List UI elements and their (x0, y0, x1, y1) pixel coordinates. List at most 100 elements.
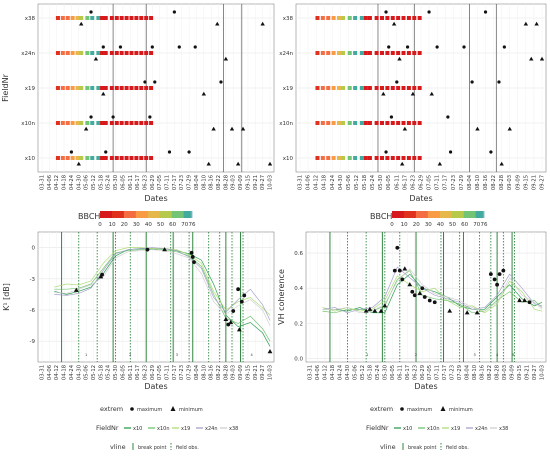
bbch-color-step (120, 211, 122, 218)
x-tick-label: 09-09 (515, 175, 521, 190)
bbch-square (90, 86, 95, 90)
bbch-color-step (397, 211, 400, 218)
bbch-color-step (135, 211, 138, 218)
bbch-color-step (189, 211, 192, 218)
bbch-square (326, 121, 331, 125)
minimum-point (499, 161, 504, 166)
bbch-color-step (129, 211, 132, 218)
bbch-square (129, 156, 134, 160)
x-tick-label: 05-24 (375, 364, 381, 380)
bbch-square (406, 51, 411, 55)
maximum-point (143, 80, 147, 84)
maximum-point (495, 282, 499, 287)
bbch-color-step (415, 211, 418, 218)
bbch-tick-label: 76 (189, 222, 196, 228)
minimum-point (382, 303, 388, 308)
x-tick-label: 07-29 (187, 175, 193, 190)
minimum-point (235, 161, 241, 166)
bbch-square (380, 121, 385, 125)
bbch-square (320, 121, 325, 125)
bbch-tick-label: 50 (449, 222, 456, 228)
x-axis-label: Dates (144, 382, 167, 391)
minimum-point (73, 287, 79, 292)
minimum-point (391, 21, 397, 26)
bbch-square (75, 86, 80, 90)
x-tick-label: 06-17 (135, 175, 141, 190)
bbch-square (114, 156, 119, 160)
bbch-color-step (430, 211, 432, 218)
bbch-square (103, 51, 108, 55)
bbch-color-step (139, 211, 142, 218)
bbch-color-step (156, 211, 158, 218)
bbch-color-step (160, 211, 163, 218)
bbch-color-step (186, 211, 188, 218)
bbch-tick-label: 70 (473, 222, 480, 228)
bbch-color-step (175, 211, 177, 218)
bbch-square (390, 86, 395, 90)
bbch-square (79, 16, 84, 20)
bbch-tick-label: 70 (181, 222, 188, 228)
bbch-square (90, 16, 95, 20)
bbch-square (331, 16, 336, 20)
bbch-color-step (444, 211, 447, 218)
fieldnr-legend-label: x38 (229, 426, 238, 432)
bbch-square (406, 121, 411, 125)
bbch-square (412, 121, 417, 125)
y-tick-label: 0.0 (294, 356, 303, 362)
vline-legend: vline break point field obs. (110, 443, 199, 451)
bbch-color-step (440, 211, 443, 218)
minimum-point (474, 310, 480, 315)
bbch-square (401, 51, 406, 55)
x-tick-label: 06-29 (420, 365, 426, 380)
x-tick-label: 06-17 (402, 175, 408, 190)
bbch-square (341, 16, 346, 20)
bbch-color-step (470, 211, 473, 218)
bbch-color-step (412, 211, 414, 218)
bbch-square (374, 121, 379, 125)
x-tick-label: 04-18 (330, 365, 336, 380)
bbch-color-step (392, 211, 394, 218)
vline-number: 3 (474, 353, 476, 357)
bbch-square (347, 51, 352, 55)
vline-number: 3 (176, 353, 178, 357)
maximum-point (497, 80, 501, 84)
bbch-square (406, 16, 411, 20)
maximum-point (172, 10, 176, 14)
bbch-square (412, 156, 417, 160)
bbch-square (401, 156, 406, 160)
bbch-color-step (411, 211, 413, 218)
bbch-square (331, 86, 336, 90)
y-tick-label: x38 (25, 16, 36, 22)
fieldnr-legend-title: FieldNr (96, 424, 119, 432)
bbch-square (85, 121, 90, 125)
bbch-color-step (401, 211, 404, 218)
x-tick-label: 09-27 (532, 365, 538, 380)
bbch-color-step (474, 211, 477, 218)
x-tick-label: 06-29 (150, 175, 156, 190)
x-tick-label: 07-29 (459, 175, 465, 190)
bbch-square (320, 51, 325, 55)
bbch-square (109, 156, 114, 160)
bbch-color-step (400, 211, 402, 218)
bbch-color-step (394, 211, 396, 218)
bbch-color-step (125, 211, 127, 218)
bbch-color-step (426, 211, 429, 218)
bbch-square (55, 51, 60, 55)
x-tick-label: 07-05 (427, 365, 433, 380)
bbch-square (336, 16, 341, 20)
minimum-point (236, 327, 242, 332)
maximum-legend-label: maximum (407, 407, 432, 413)
vline-legend: vline break point field obs. (380, 443, 469, 451)
bbch-color-step (108, 211, 110, 218)
y-tick-label: x10 (283, 156, 294, 162)
bbch-legend-right: BBCH 0 10 20 30 40 50 60 70 76 (370, 211, 488, 228)
x-tick-label: 07-23 (451, 175, 457, 190)
maximum-point (231, 309, 236, 313)
bbch-color-step (446, 211, 449, 218)
maximum-point (462, 45, 466, 49)
x-tick-label: 04-06 (315, 365, 321, 380)
bbch-square (85, 16, 90, 20)
break-point-legend-label: break point (138, 445, 167, 451)
y-axis-label: VH coherence (277, 269, 286, 325)
bbch-square (139, 121, 144, 125)
